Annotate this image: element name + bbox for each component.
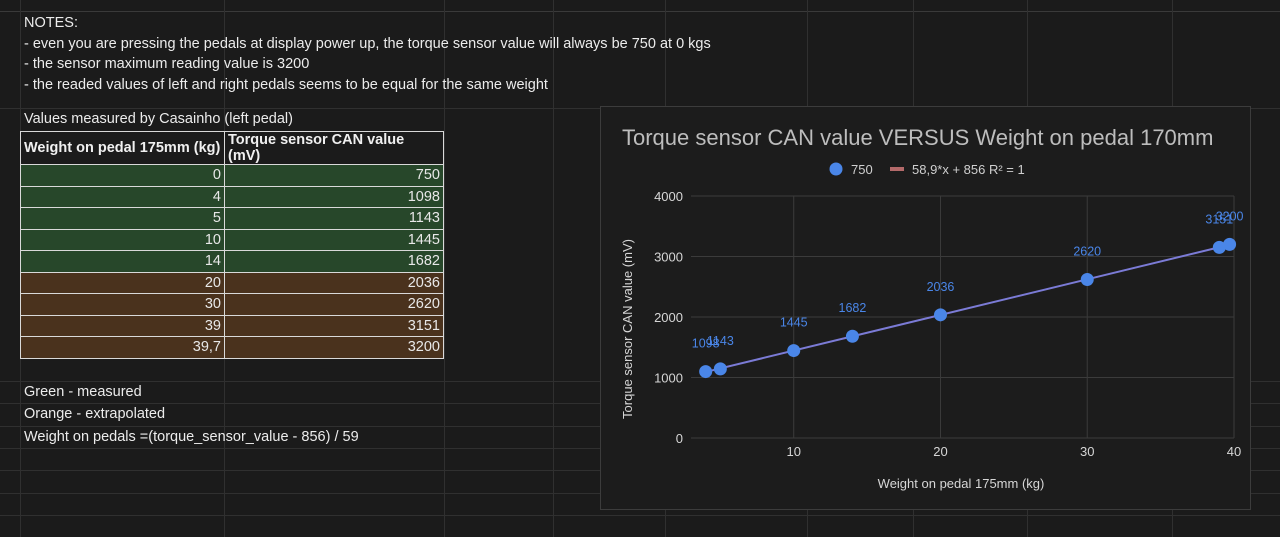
notes-line: - the readed values of left and right pe…: [24, 76, 548, 93]
formula-note: Weight on pedals =(torque_sensor_value -…: [24, 429, 359, 445]
data-label: 1445: [780, 316, 808, 330]
grid-vline: [444, 0, 445, 537]
sensor-value-cell[interactable]: 750: [224, 164, 444, 187]
data-label: 1682: [839, 301, 867, 315]
trendline: [705, 243, 1230, 373]
chart-legend: 750 58,9*x + 856 R² = 1: [829, 162, 1025, 177]
data-point: [699, 365, 713, 379]
data-label: 2620: [1073, 244, 1101, 258]
chart-ticks: 0 1000 2000 3000 4000 10 20 30 40: [654, 189, 1241, 459]
data-point: [787, 344, 801, 358]
y-tick-label: 3000: [654, 250, 683, 265]
data-point: [1080, 272, 1094, 286]
x-tick-label: 20: [933, 444, 947, 459]
column-header-strip: [0, 0, 1280, 12]
sensor-value-cell[interactable]: 1143: [224, 207, 444, 230]
grid-vline: [553, 0, 554, 537]
legend-trendline-marker: [890, 167, 904, 171]
column-header-sensor-value[interactable]: Torque sensor CAN value (mV): [224, 131, 444, 165]
x-tick-label: 40: [1227, 444, 1241, 459]
table-row: 4 1098: [20, 185, 444, 208]
green-legend-note: Green - measured: [24, 384, 142, 400]
weight-cell[interactable]: 39: [20, 314, 225, 337]
sensor-value-cell[interactable]: 3200: [224, 336, 444, 359]
weight-cell[interactable]: 4: [20, 185, 225, 208]
y-tick-label: 0: [676, 431, 683, 446]
data-point: [713, 362, 727, 376]
table-row: 39 3151: [20, 314, 444, 337]
sensor-value-cell[interactable]: 1098: [224, 185, 444, 208]
table-row: 10 1445: [20, 228, 444, 251]
data-label: 2036: [927, 280, 955, 294]
data-point: [1212, 240, 1226, 254]
scatter-chart[interactable]: Torque sensor CAN value VERSUS Weight on…: [600, 106, 1251, 510]
chart-title: Torque sensor CAN value VERSUS Weight on…: [622, 125, 1214, 150]
table-title: Values measured by Casainho (left pedal): [24, 111, 293, 127]
chart-trendline: [705, 243, 1230, 373]
measurements-table: Weight on pedal 175mm (kg) Torque sensor…: [20, 131, 444, 359]
weight-cell[interactable]: 39,7: [20, 336, 225, 359]
column-header-weight[interactable]: Weight on pedal 175mm (kg): [20, 131, 225, 165]
table-row: 14 1682: [20, 250, 444, 273]
y-tick-label: 4000: [654, 189, 683, 204]
notes-line: - the sensor maximum reading value is 32…: [24, 56, 310, 72]
table-row: 30 2620: [20, 293, 444, 316]
sensor-value-cell[interactable]: 1682: [224, 250, 444, 273]
legend-trendline-label: 58,9*x + 856 R² = 1: [912, 162, 1025, 177]
notes-heading: NOTES:: [24, 15, 78, 31]
data-point: [845, 329, 859, 343]
sensor-value-cell[interactable]: 1445: [224, 228, 444, 251]
sensor-value-cell[interactable]: 2620: [224, 293, 444, 316]
table-row: 20 2036: [20, 271, 444, 294]
x-axis-label: Weight on pedal 175mm (kg): [878, 476, 1045, 491]
table-row: 5 1143: [20, 207, 444, 230]
y-tick-label: 2000: [654, 310, 683, 325]
chart-points: [699, 237, 1237, 379]
x-tick-label: 30: [1080, 444, 1094, 459]
data-label: 1098: [692, 337, 720, 351]
data-point: [1223, 237, 1237, 251]
orange-legend-note: Orange - extrapolated: [24, 406, 166, 422]
notes-block: NOTES: - even you are pressing the pedals…: [24, 13, 711, 95]
notes-line: - even you are pressing the pedals at di…: [24, 35, 711, 52]
weight-cell[interactable]: 10: [20, 228, 225, 251]
sensor-value-cell[interactable]: 3151: [224, 314, 444, 337]
data-label: 3151: [1205, 212, 1233, 226]
data-label: 1143: [707, 334, 734, 348]
weight-cell[interactable]: 5: [20, 207, 225, 230]
x-tick-label: 10: [786, 444, 800, 459]
y-tick-label: 1000: [654, 371, 683, 386]
weight-cell[interactable]: 20: [20, 271, 225, 294]
sensor-value-cell[interactable]: 2036: [224, 271, 444, 294]
legend-series-marker: [829, 162, 843, 176]
table-row: 39,7 3200: [20, 336, 444, 359]
grid-hline: [0, 515, 1280, 516]
legend-series-label: 750: [851, 162, 873, 177]
data-label: 3200: [1216, 209, 1244, 223]
weight-cell[interactable]: 14: [20, 250, 225, 273]
data-point: [933, 308, 947, 322]
weight-cell[interactable]: 30: [20, 293, 225, 316]
y-axis-label: Torque sensor CAN value (mV): [620, 239, 635, 419]
table-row: 0 750: [20, 164, 444, 187]
chart-grid: [691, 195, 1235, 439]
weight-cell[interactable]: 0: [20, 164, 225, 187]
